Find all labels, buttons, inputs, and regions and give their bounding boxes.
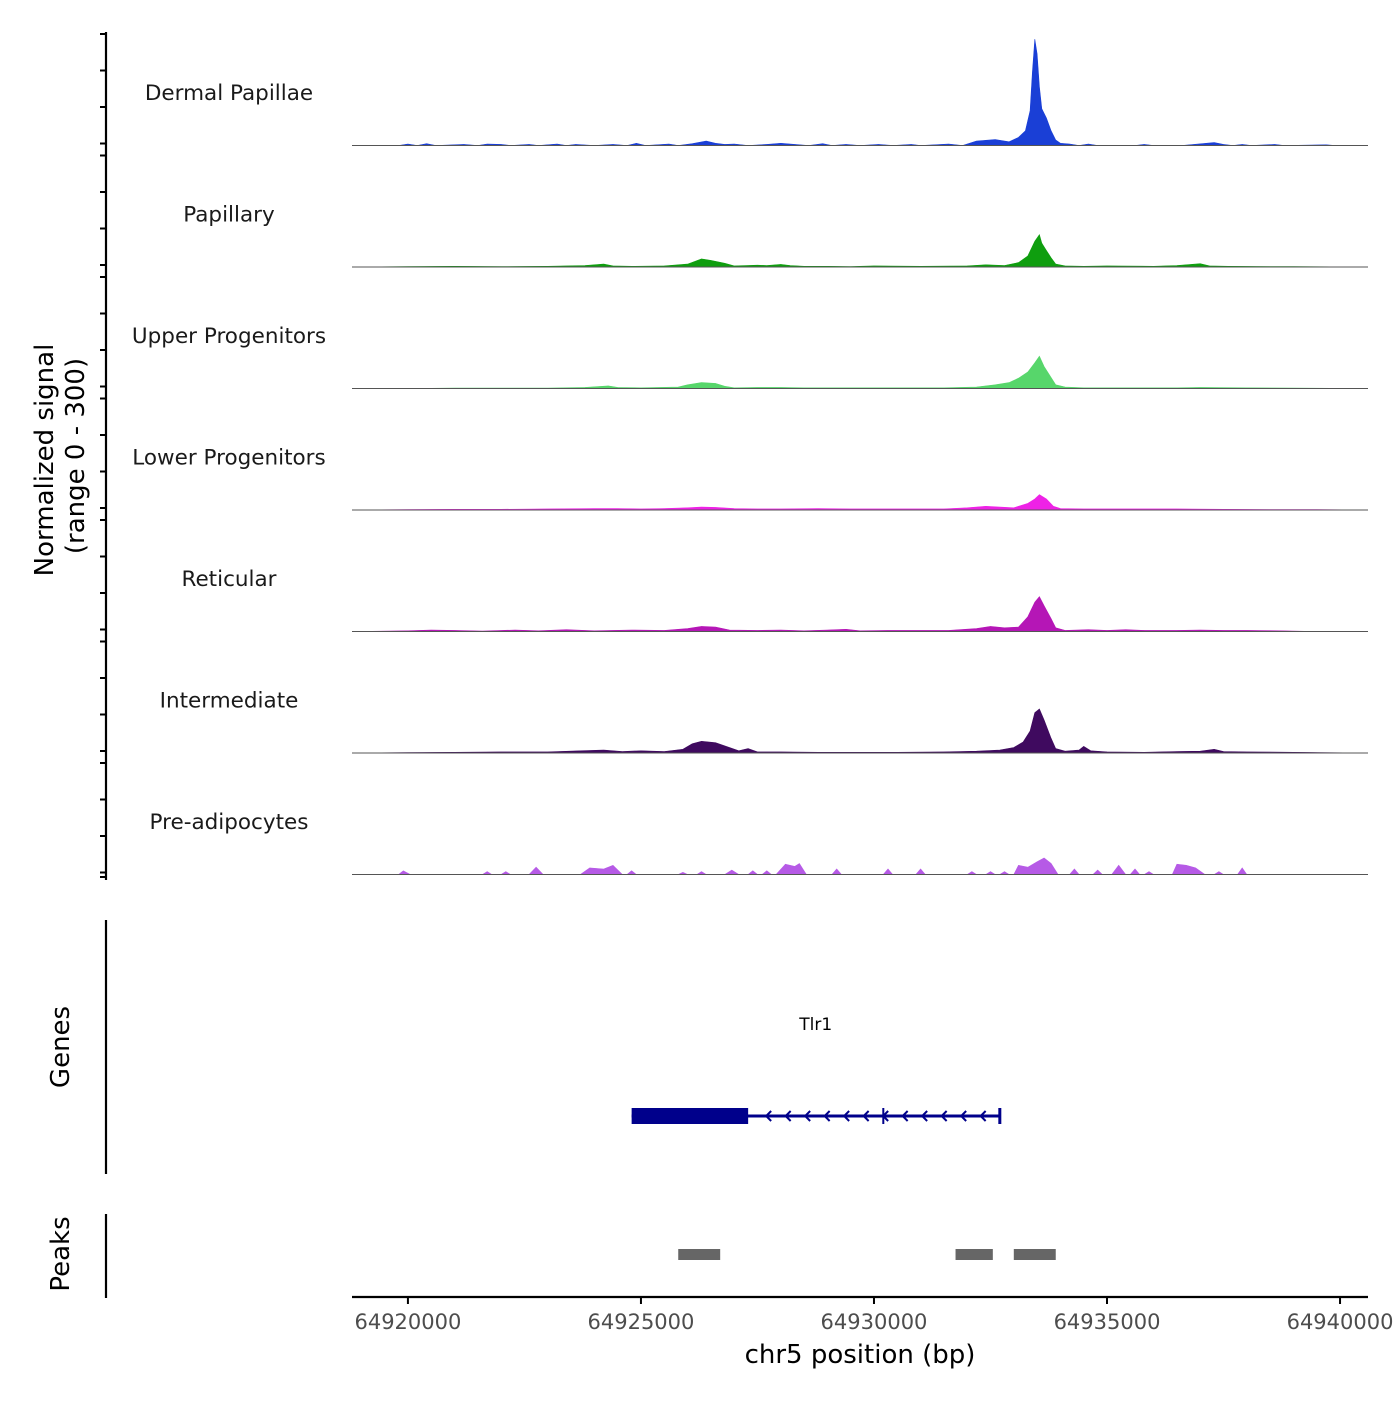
strand-arrow xyxy=(862,1110,870,1122)
track-label: Lower Progenitors xyxy=(132,446,325,471)
track-signal-area xyxy=(352,39,1368,146)
gene-label: Tlr1 xyxy=(798,1015,832,1035)
peak-bar xyxy=(678,1249,721,1260)
strand-arrow xyxy=(940,1110,948,1122)
track-lower-progenitors: Lower Progenitors xyxy=(132,446,1369,511)
gene-exon-block xyxy=(631,1108,749,1124)
track-upper-progenitors: Upper Progenitors xyxy=(132,324,1369,389)
track-reticular: Reticular xyxy=(181,567,1368,632)
genes-group: Tlr1 xyxy=(631,1015,1002,1124)
strand-arrow xyxy=(959,1110,967,1122)
track-signal-area xyxy=(352,355,1369,389)
strand-arrow xyxy=(823,1110,831,1122)
x-tick-label: 64930000 xyxy=(821,1310,928,1334)
track-label: Upper Progenitors xyxy=(132,324,326,349)
strand-arrow xyxy=(784,1110,792,1122)
strand-arrow xyxy=(901,1110,909,1122)
track-intermediate: Intermediate xyxy=(160,689,1369,754)
track-label: Pre-adipocytes xyxy=(150,810,309,835)
track-signal-area xyxy=(351,234,1369,268)
track-label: Dermal Papillae xyxy=(145,81,313,106)
track-dermal-papillae: Dermal Papillae xyxy=(145,39,1368,146)
strand-arrow xyxy=(842,1110,850,1122)
y-axis-subtitle: (range 0 - 300) xyxy=(61,358,91,554)
peaks-group xyxy=(678,1249,1056,1260)
track-signal-area xyxy=(352,857,1368,875)
x-axis-title: chr5 position (bp) xyxy=(745,1340,976,1370)
track-pre-adipocytes: Pre-adipocytes xyxy=(150,810,1368,875)
strand-arrow xyxy=(920,1110,928,1122)
y-axis-title: Normalized signal xyxy=(30,344,60,577)
genes-panel-label: Genes xyxy=(46,1006,76,1088)
strand-arrow xyxy=(979,1110,987,1122)
track-signal-area xyxy=(351,494,1369,511)
x-tick-label: 64920000 xyxy=(354,1310,461,1334)
x-tick-label: 64935000 xyxy=(1054,1310,1161,1334)
gene-tlr1: Tlr1 xyxy=(631,1015,1002,1124)
track-label: Reticular xyxy=(181,567,276,592)
strand-arrow xyxy=(881,1110,889,1122)
x-axis-ticks: 64920000 64925000 64930000 64935000 64940000 xyxy=(354,1297,1393,1334)
track-signal-area xyxy=(351,708,1369,754)
peaks-panel-label: Peaks xyxy=(46,1216,76,1291)
track-label: Papillary xyxy=(183,203,275,228)
strand-arrow xyxy=(803,1110,811,1122)
track-signal-area xyxy=(351,596,1368,632)
peak-bar xyxy=(955,1249,993,1260)
x-tick-label: 64940000 xyxy=(1287,1310,1394,1334)
peak-bar xyxy=(1013,1249,1056,1260)
coverage-axis-ticks xyxy=(100,33,106,878)
track-papillary: Papillary xyxy=(183,203,1369,268)
tracks-group: Dermal Papillae Papillary Upper Progenitor… xyxy=(132,39,1369,875)
track-label: Intermediate xyxy=(160,689,299,714)
x-tick-label: 64925000 xyxy=(588,1310,695,1334)
strand-arrow xyxy=(764,1110,772,1122)
